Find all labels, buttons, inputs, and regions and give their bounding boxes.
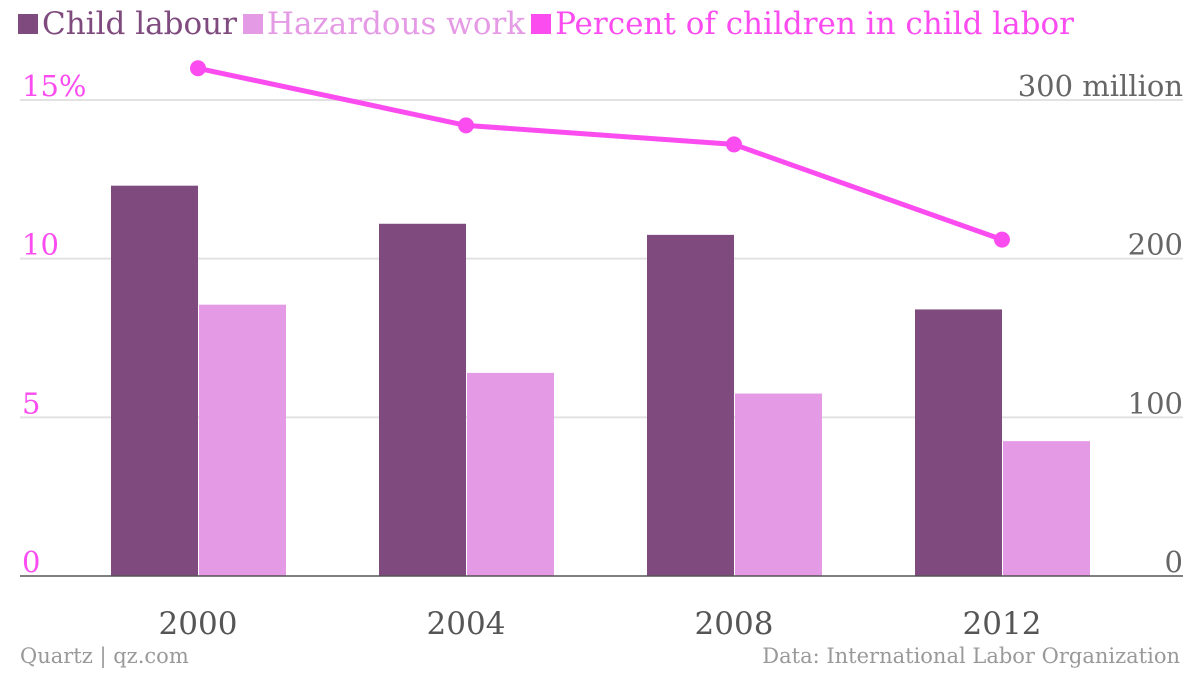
footer-brand: Quartz | qz.com — [20, 644, 189, 668]
bar-child-labour-2008 — [647, 234, 734, 576]
point-percent-of-children-in-child-labor-2008 — [726, 136, 742, 153]
left-axis-tick-15: 15% — [22, 69, 86, 103]
bar-child-labour-2012 — [915, 309, 1002, 576]
bar-hazardous-work-2000 — [199, 304, 286, 576]
line-percent-of-children-in-child-labor — [195, 65, 1005, 243]
bar-child-labour-2004 — [379, 223, 466, 576]
left-axis-tick-5: 5 — [22, 386, 40, 420]
left-axis-tick-0: 0 — [22, 545, 40, 579]
bar-hazardous-work-2008 — [735, 393, 822, 576]
legend-swatch-child-labour — [18, 14, 38, 34]
chart-legend: Child labour Hazardous work Percent of c… — [18, 2, 1080, 46]
x-axis-label-2008: 2008 — [695, 606, 774, 642]
bar-hazardous-work-2004 — [467, 372, 554, 576]
legend-item-child-labour: Child labour — [18, 2, 237, 46]
legend-label-child-labour: Child labour — [42, 6, 237, 42]
bar-hazardous-work-2012 — [1003, 441, 1090, 576]
x-axis-label-2000: 2000 — [159, 606, 238, 642]
point-percent-of-children-in-child-labor-2000 — [190, 60, 206, 77]
right-axis-tick-100: 100 — [1128, 386, 1183, 420]
legend-swatch-percent-children — [531, 14, 552, 34]
footer-data-source: Data: International Labor Organization — [762, 644, 1180, 668]
point-percent-of-children-in-child-labor-2004 — [458, 117, 474, 134]
legend-item-percent-children: Percent of children in child labor — [531, 2, 1074, 46]
bar-child-labour-2000 — [111, 185, 198, 576]
point-percent-of-children-in-child-labor-2012 — [994, 231, 1010, 248]
x-axis-label-2012: 2012 — [963, 606, 1042, 642]
legend-item-hazardous-work: Hazardous work — [242, 2, 526, 46]
right-axis-tick-0: 0 — [1165, 545, 1183, 579]
left-axis-tick-10: 10 — [22, 228, 59, 262]
x-axis-label-2004: 2004 — [427, 606, 506, 642]
legend-label-percent-children: Percent of children in child labor — [555, 6, 1074, 42]
right-axis-tick-200: 200 — [1128, 228, 1183, 262]
right-axis-tick-300-million: 300 million — [1018, 69, 1183, 103]
legend-label-hazardous-work: Hazardous work — [266, 6, 526, 42]
legend-swatch-hazardous-work — [242, 14, 263, 34]
